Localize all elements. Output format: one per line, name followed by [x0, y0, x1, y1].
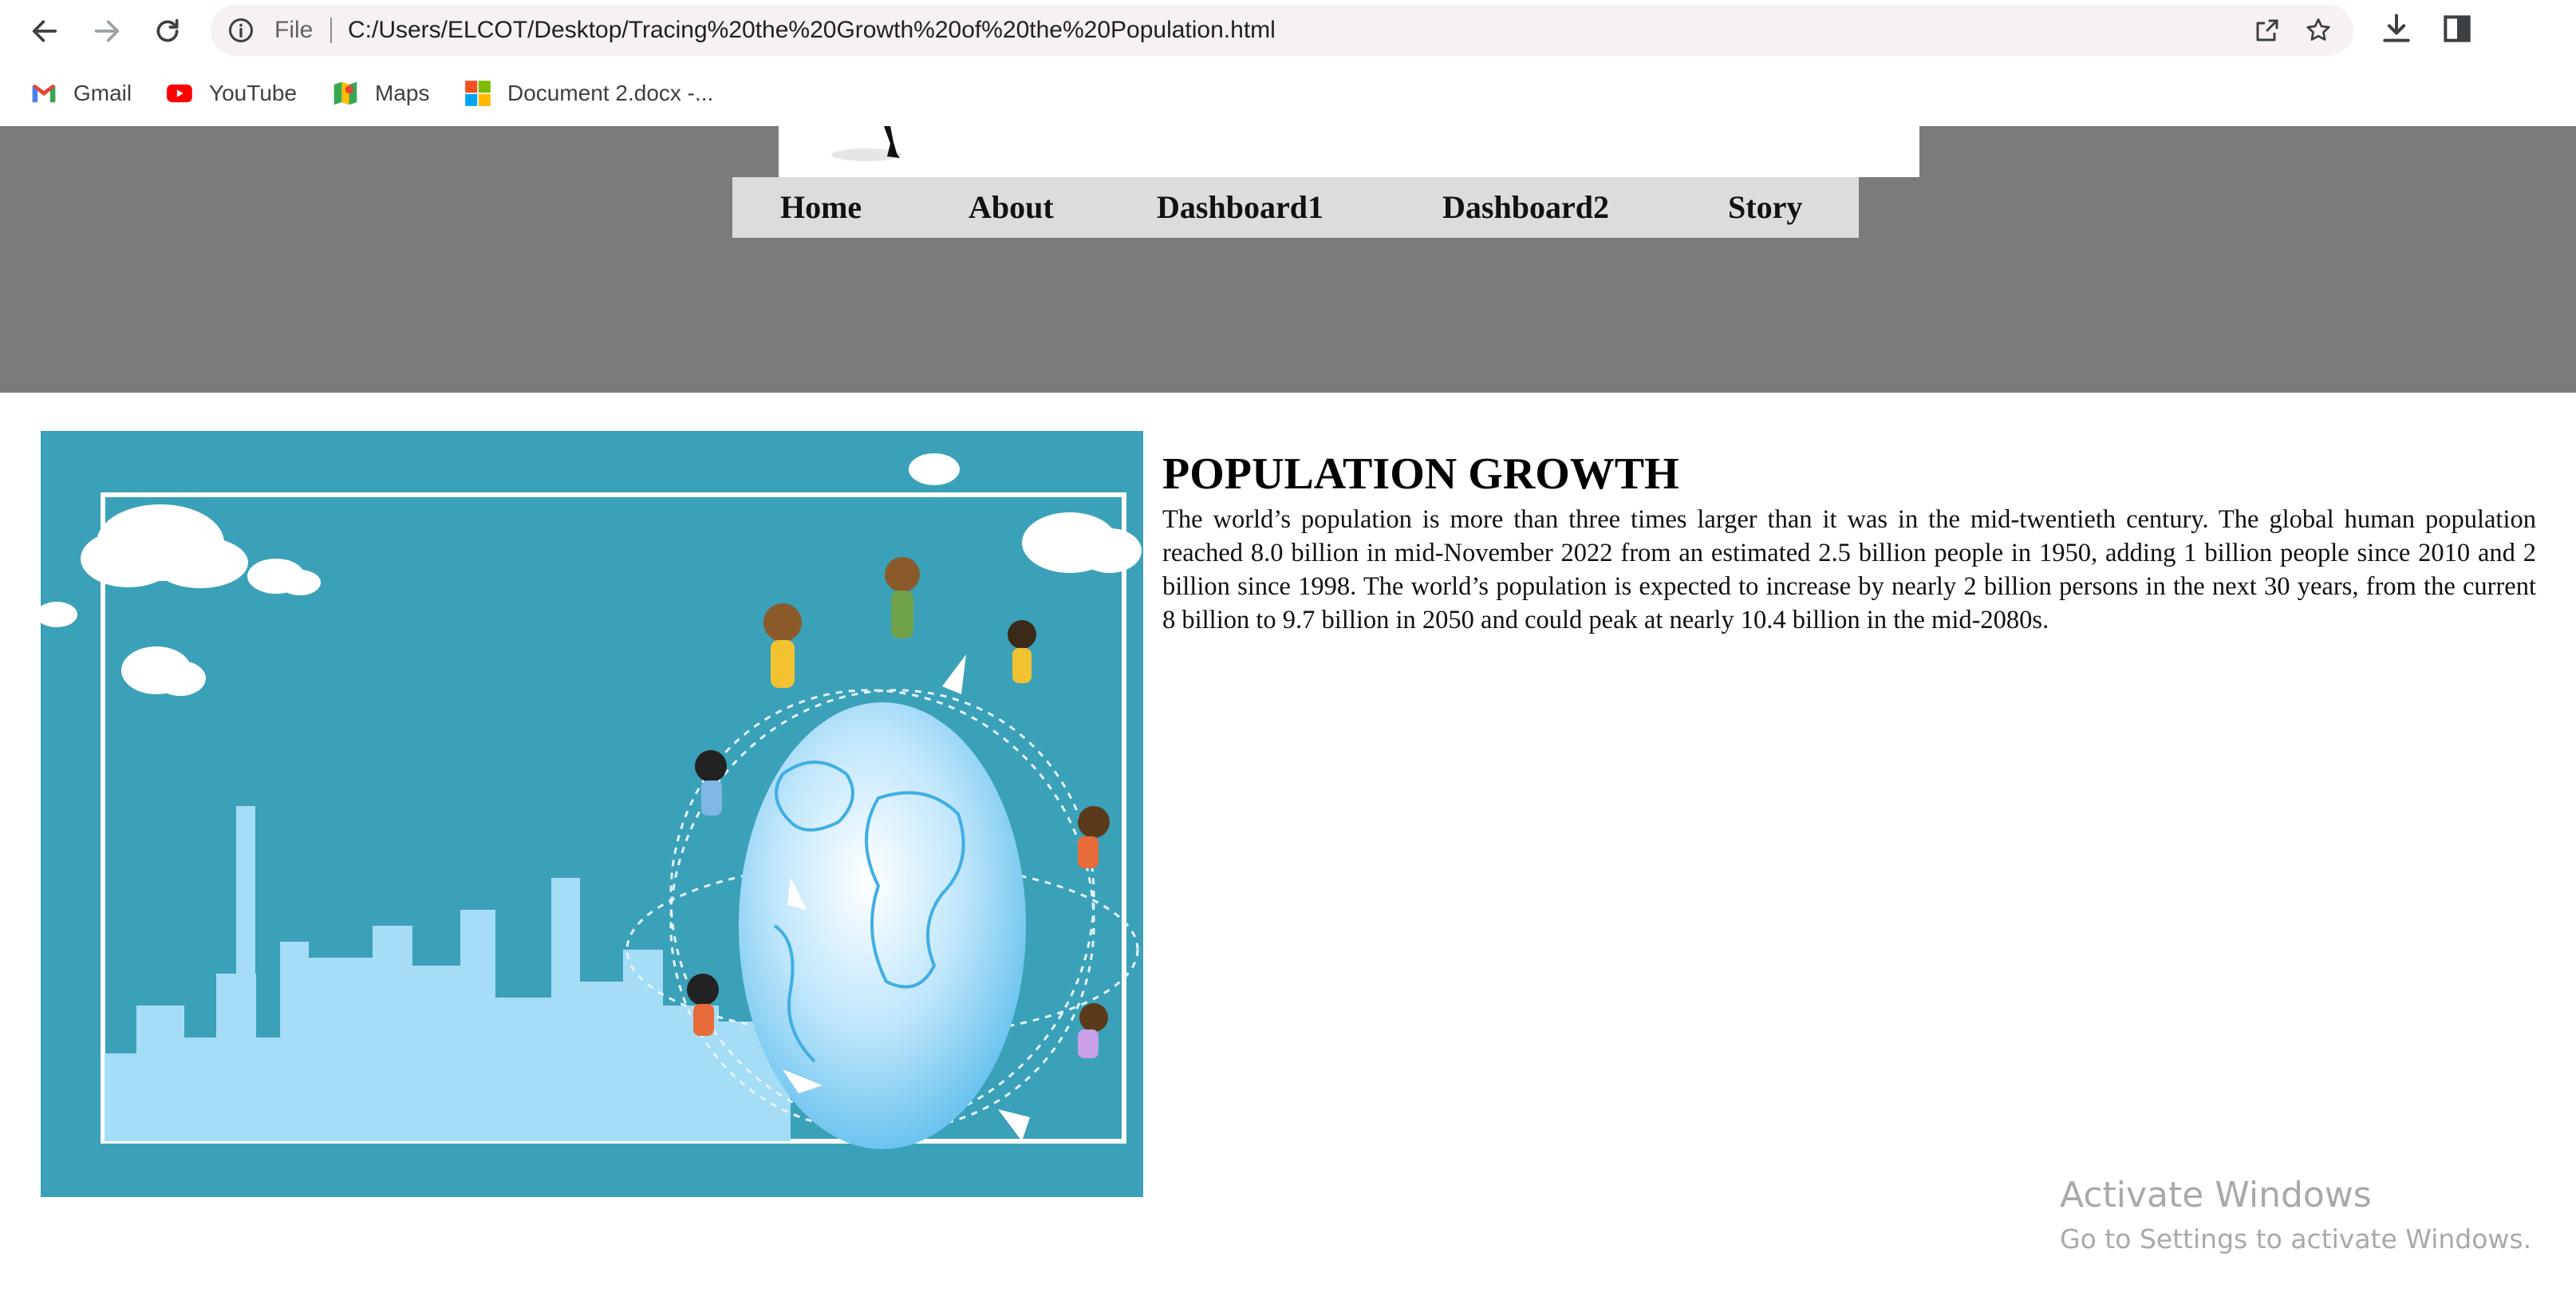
bookmark-maps[interactable]: Maps — [330, 61, 429, 126]
intro-paragraph: The world’s population is more than thre… — [1162, 505, 2536, 634]
browser-toolbar: File C:/Users/ELCOT/Desktop/Tracing%20th… — [0, 0, 2576, 61]
watermark-title: Activate Windows — [2060, 1175, 2372, 1215]
nav-dashboard2[interactable]: Dashboard2 — [1442, 189, 1609, 225]
activate-windows-watermark: Activate Windows Go to Settings to activ… — [2060, 1175, 2531, 1255]
reload-button[interactable] — [147, 11, 188, 51]
bookmark-label: Document 2.docx -... — [507, 81, 714, 105]
logo-banner — [779, 126, 1919, 177]
youtube-icon — [167, 84, 192, 103]
nav-dashboard1[interactable]: Dashboard1 — [1157, 189, 1324, 225]
bookmark-youtube[interactable]: YouTube — [164, 61, 297, 126]
star-icon[interactable] — [2304, 16, 2333, 45]
bookmark-document[interactable]: Document 2.docx -... — [463, 61, 713, 126]
globe-city-illustration — [41, 453, 1142, 1149]
bookmark-gmail[interactable]: Gmail — [29, 61, 132, 126]
nav-story[interactable]: Story — [1728, 189, 1803, 225]
reload-icon — [156, 18, 179, 42]
site-header: Home About Dashboard1 Dashboard2 Story — [0, 126, 2576, 393]
address-bar[interactable]: File C:/Users/ELCOT/Desktop/Tracing%20th… — [211, 5, 2353, 56]
gmail-icon — [32, 84, 56, 103]
main-nav: Home About Dashboard1 Dashboard2 Story — [732, 177, 1859, 238]
scheme-label: File — [274, 17, 314, 43]
population-illustration — [41, 431, 1143, 1197]
arrow-left-icon — [32, 20, 57, 42]
bookmark-label: YouTube — [209, 81, 298, 105]
watermark-subtitle: Go to Settings to activate Windows. — [2060, 1223, 2532, 1255]
omnibox-divider — [330, 18, 332, 43]
forward-button[interactable] — [86, 11, 128, 51]
maps-icon — [333, 81, 357, 105]
share-icon[interactable] — [2253, 16, 2282, 45]
nav-home[interactable]: Home — [780, 189, 862, 225]
bookmarks-bar: Gmail YouTube Maps Document 2.docx -... — [0, 61, 2576, 126]
office-icon — [465, 81, 491, 106]
download-icon[interactable] — [2379, 11, 2414, 46]
side-panel-icon[interactable] — [2440, 11, 2475, 46]
nav-about[interactable]: About — [968, 189, 1054, 225]
page-title: POPULATION GROWTH — [1162, 449, 1679, 499]
back-button[interactable] — [24, 11, 65, 51]
bookmark-label: Maps — [375, 81, 430, 105]
logo-figure-icon — [831, 126, 901, 161]
arrow-right-icon — [94, 20, 120, 42]
info-icon[interactable] — [227, 16, 255, 45]
bookmark-label: Gmail — [73, 81, 132, 105]
url-text[interactable]: C:/Users/ELCOT/Desktop/Tracing%20the%20G… — [348, 17, 1276, 43]
